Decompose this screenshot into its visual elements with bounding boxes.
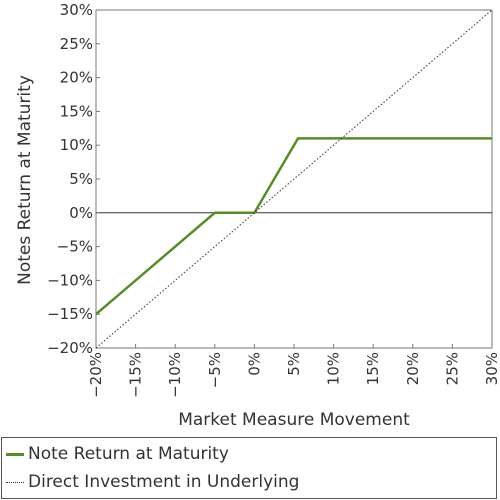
x-tick-label: −10% [166,352,184,398]
y-tick-label: −15% [47,305,93,323]
y-tick-label: 10% [60,136,93,154]
y-tick-label: 25% [60,35,93,53]
legend-label-direct-investment: Direct Investment in Underlying [28,472,300,492]
x-tick-label: 10% [325,352,343,385]
x-tick-label: 20% [404,352,422,385]
series-line-note-return [95,137,492,316]
x-tick-label: −20% [87,352,105,398]
y-tick-label: −10% [47,271,93,289]
plot-area: −20% −15% −10% −5% 0% 5% 10% 15% 20% 25% 30% −20% −1… [47,1,500,398]
legend-item-note-return: Note Return at Maturity [2,440,229,468]
x-tick-label: 5% [285,352,303,376]
legend-swatch-direct-investment [6,481,24,483]
y-tick-label: 20% [60,69,93,87]
y-tick-label: −20% [47,339,93,357]
legend-label-note-return: Note Return at Maturity [28,444,229,464]
y-tick-label: 5% [69,170,93,188]
x-tick-label: −5% [206,352,224,388]
x-tick-label: 30% [483,352,500,385]
y-tick-label: 15% [60,102,93,120]
payoff-chart: −20% −15% −10% −5% 0% 5% 10% 15% 20% 25% 30% −20% −1… [15,1,500,430]
x-tick-label: −15% [127,352,145,398]
y-tick-label: 0% [69,204,93,222]
legend-item-direct-investment: Direct Investment in Underlying [2,468,299,496]
legend-swatch-note-return [6,452,24,456]
y-tick-label: −5% [57,238,93,256]
x-tick-label: 25% [443,352,461,385]
legend: Note Return at Maturity Direct Investmen… [1,437,497,499]
y-tick-label: 30% [60,1,93,19]
x-tick-label: 15% [364,352,382,385]
series-line-direct-investment [95,9,493,349]
x-axis-label: Market Measure Movement [178,410,410,430]
x-tick-label: 0% [245,352,263,376]
y-axis-label: Notes Return at Maturity [15,75,35,285]
